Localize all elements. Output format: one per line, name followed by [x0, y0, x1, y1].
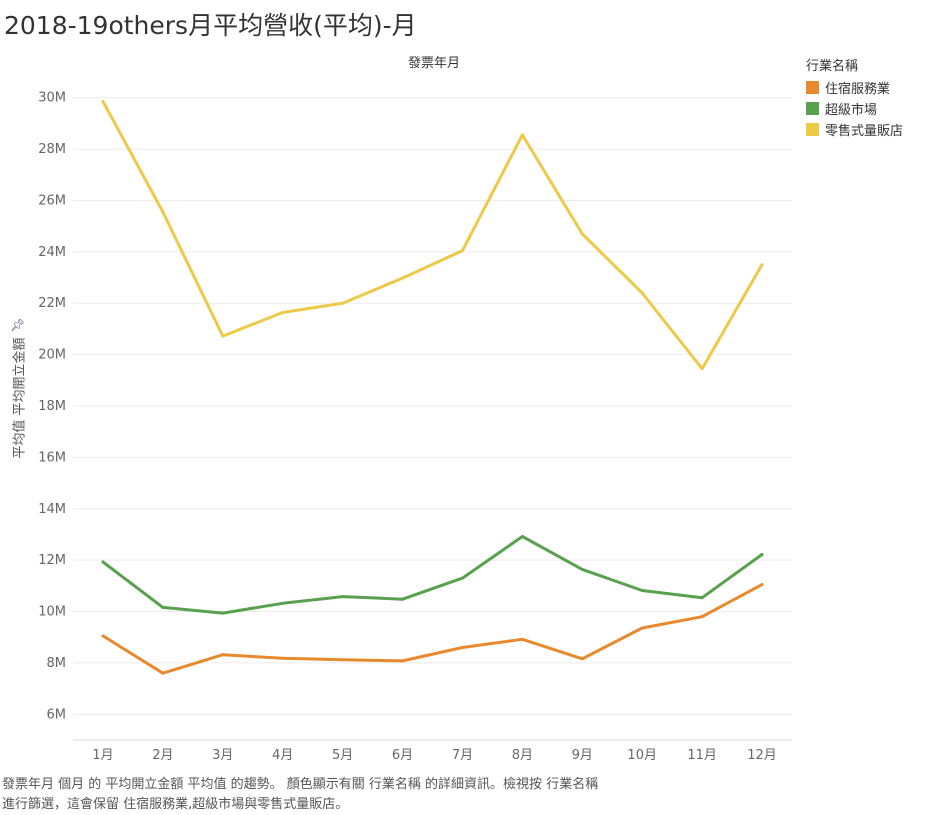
- x-tick-label: 4月: [272, 748, 293, 763]
- data-point: [281, 656, 285, 660]
- legend: 行業名稱 住宿服務業 超級市場 零售式量販店: [806, 55, 903, 140]
- y-tick-label: 28M: [38, 142, 66, 157]
- data-point: [161, 210, 165, 214]
- data-point: [520, 535, 524, 539]
- x-tick-label: 9月: [572, 748, 593, 763]
- data-point: [460, 576, 464, 580]
- data-point: [760, 553, 764, 557]
- data-point: [760, 263, 764, 267]
- data-point: [700, 367, 704, 371]
- data-point: [101, 100, 105, 104]
- data-point: [640, 291, 644, 295]
- x-tick-label: 8月: [512, 748, 533, 763]
- y-tick-label: 12M: [38, 553, 66, 568]
- y-tick-label: 10M: [38, 605, 66, 620]
- data-point: [161, 605, 165, 609]
- y-tick-label: 14M: [38, 502, 66, 517]
- legend-item-supermarket[interactable]: 超級市場: [806, 98, 903, 119]
- series-line-2: [101, 100, 764, 371]
- y-tick-label: 16M: [38, 450, 66, 465]
- legend-label: 超級市場: [825, 103, 878, 118]
- caption-line-1: 發票年月 個月 的 平均開立金額 平均值 的趨勢。 顏色顯示有關 行業名稱 的詳…: [2, 777, 599, 792]
- data-point: [640, 626, 644, 630]
- legend-swatch: [806, 81, 819, 94]
- y-tick-label: 22M: [38, 296, 66, 311]
- chart-title: 2018-19others月平均營收(平均)-月: [4, 11, 417, 40]
- y-tick-label: 20M: [38, 348, 66, 363]
- x-axis-header: 發票年月: [407, 56, 460, 71]
- data-point: [580, 567, 584, 571]
- caption-line-2: 進行篩選，這會保留 住宿服務業,超級市場與零售式量販店。: [2, 797, 349, 812]
- data-point: [221, 653, 225, 657]
- data-point: [341, 301, 345, 305]
- line-chart: 6M 8M 10M 12M 14M 16M 18M 20M 22M 24M 26M 28M 30M 1月 2…: [38, 91, 792, 763]
- data-point: [101, 634, 105, 638]
- x-tick-label: 12月: [747, 748, 777, 763]
- y-tick-label: 8M: [47, 656, 67, 671]
- x-tick-label: 7月: [452, 748, 473, 763]
- y-tick-label: 18M: [38, 399, 66, 414]
- x-tick-label: 5月: [332, 748, 353, 763]
- data-point: [401, 276, 405, 280]
- x-tick-label: 6月: [392, 748, 413, 763]
- data-point: [460, 249, 464, 253]
- y-tick-label: 6M: [47, 707, 67, 722]
- data-point: [281, 310, 285, 314]
- data-point: [161, 671, 165, 675]
- series-line-0: [101, 583, 764, 675]
- legend-swatch: [806, 102, 819, 115]
- data-point: [401, 659, 405, 663]
- y-tick-label: 26M: [38, 193, 66, 208]
- y-tick-label: 30M: [38, 91, 66, 106]
- data-point: [221, 611, 225, 615]
- data-point: [460, 646, 464, 650]
- pin-icon[interactable]: 📌︎: [10, 318, 26, 332]
- data-point: [341, 658, 345, 662]
- data-point: [760, 583, 764, 587]
- legend-title: 行業名稱: [806, 59, 859, 74]
- legend-swatch: [806, 123, 819, 136]
- data-point: [580, 657, 584, 661]
- x-tick-label: 11月: [687, 748, 717, 763]
- x-tick-label: 2月: [152, 748, 173, 763]
- data-point: [221, 334, 225, 338]
- data-point: [401, 597, 405, 601]
- legend-label: 住宿服務業: [825, 82, 891, 97]
- data-point: [700, 615, 704, 619]
- y-tick-label: 24M: [38, 245, 66, 260]
- x-tick-label: 10月: [627, 748, 657, 763]
- series-line-1: [101, 535, 764, 615]
- data-point: [101, 560, 105, 564]
- data-point: [520, 133, 524, 137]
- legend-label: 零售式量販店: [825, 124, 904, 139]
- legend-item-accommodation[interactable]: 住宿服務業: [806, 77, 903, 98]
- data-point: [520, 637, 524, 641]
- data-point: [281, 601, 285, 605]
- chart-caption: 發票年月 個月 的 平均開立金額 平均值 的趨勢。 顏色顯示有關 行業名稱 的詳…: [2, 775, 598, 815]
- data-point: [341, 595, 345, 599]
- data-point: [640, 588, 644, 592]
- x-tick-label: 3月: [212, 748, 233, 763]
- data-point: [580, 232, 584, 236]
- legend-item-hypermarket[interactable]: 零售式量販店: [806, 119, 903, 140]
- x-tick-label: 1月: [92, 748, 113, 763]
- data-point: [700, 596, 704, 600]
